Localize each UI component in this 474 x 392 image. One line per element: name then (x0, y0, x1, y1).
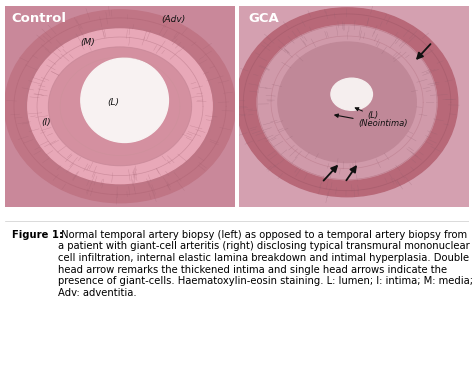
Text: (L): (L) (355, 108, 379, 120)
Ellipse shape (257, 25, 437, 180)
Ellipse shape (48, 47, 191, 165)
Text: (M): (M) (81, 38, 95, 47)
Text: (Adv): (Adv) (161, 15, 185, 24)
Ellipse shape (278, 42, 416, 163)
Ellipse shape (331, 78, 373, 110)
Text: Control: Control (12, 12, 67, 25)
Text: (L): (L) (107, 98, 119, 107)
Ellipse shape (81, 58, 168, 142)
Text: (Neointima): (Neointima) (335, 114, 408, 129)
Ellipse shape (28, 29, 212, 183)
Text: (I): (I) (41, 118, 51, 127)
Ellipse shape (237, 8, 458, 197)
Ellipse shape (5, 10, 235, 203)
Text: GCA: GCA (248, 12, 279, 25)
Text: Normal temporal artery biopsy (left) as opposed to a temporal artery biopsy from: Normal temporal artery biopsy (left) as … (58, 230, 473, 298)
Text: Figure 1:: Figure 1: (12, 230, 63, 240)
